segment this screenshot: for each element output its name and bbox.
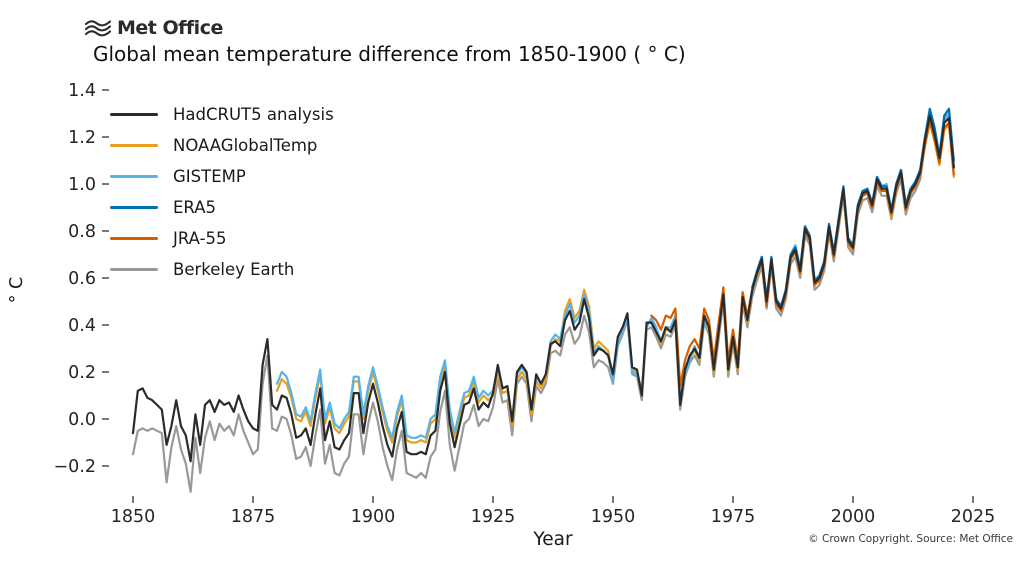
series-line-era5 [751, 107, 955, 308]
series-line-noaaglobaltemp [275, 121, 955, 444]
series-line-berkeley-earth [131, 112, 955, 493]
met-office-logo-text: Met Office [117, 17, 223, 39]
met-office-logo: Met Office [84, 17, 223, 39]
x-axis-tick-label: 1975 [711, 507, 756, 527]
legend-item-hadcrut5: HadCRUT5 analysis [110, 99, 334, 130]
y-axis-tick-label: −0.2 [54, 457, 97, 477]
legend-label: ERA5 [173, 198, 217, 217]
x-axis-label: Year [532, 529, 573, 550]
y-axis-tick-label: 1.0 [68, 175, 96, 195]
y-axis-tick-label: 0.8 [68, 222, 96, 242]
y-axis-tick-label: 0.4 [68, 316, 96, 336]
x-axis-tick-label: 1950 [591, 507, 636, 527]
x-axis-tick-label: 1900 [351, 507, 396, 527]
jra55-line-swatch [110, 236, 158, 241]
legend-item-jra55: JRA-55 [110, 223, 334, 254]
x-axis-tick-label: 1875 [231, 507, 276, 527]
y-axis-tick-label: 0.6 [68, 269, 96, 289]
met-office-waves-icon [84, 20, 112, 37]
series-line-gistemp [275, 112, 955, 439]
legend-item-noaaglobaltemp: NOAAGlobalTemp [110, 130, 334, 161]
x-axis-tick-label: 1850 [111, 507, 156, 527]
legend-item-gistemp: GISTEMP [110, 161, 334, 192]
era5-line-swatch [110, 205, 158, 210]
x-axis-tick-label: 1925 [471, 507, 516, 527]
berkeley-earth-line-swatch [110, 267, 158, 272]
legend-label: HadCRUT5 analysis [173, 105, 334, 124]
series-line-hadcrut5-analysis [131, 114, 955, 463]
legend-item-era5: ERA5 [110, 192, 334, 223]
hadcrut5-line-swatch [110, 112, 158, 117]
gistemp-line-swatch [110, 174, 158, 179]
x-axis-tick-label: 2025 [951, 507, 996, 527]
copyright-credit: © Crown Copyright. Source: Met Office [808, 533, 1013, 545]
y-axis-tick-label: 1.2 [68, 128, 96, 148]
legend-label: GISTEMP [173, 167, 246, 186]
y-axis-tick-label: 1.4 [68, 81, 96, 101]
y-axis-tick-label: 0.0 [68, 410, 96, 430]
x-axis-tick-label: 2000 [831, 507, 876, 527]
y-axis-tick-label: 0.2 [68, 363, 96, 383]
chart-legend: HadCRUT5 analysis NOAAGlobalTemp GISTEMP… [110, 99, 334, 285]
legend-label: NOAAGlobalTemp [173, 136, 318, 155]
y-axis-label: ° C [7, 277, 27, 304]
legend-label: JRA-55 [173, 229, 227, 248]
legend-label: Berkeley Earth [173, 260, 295, 279]
chart-title: Global mean temperature difference from … [93, 42, 686, 66]
noaaglobaltemp-line-swatch [110, 143, 158, 148]
legend-item-berkeley-earth: Berkeley Earth [110, 254, 334, 285]
